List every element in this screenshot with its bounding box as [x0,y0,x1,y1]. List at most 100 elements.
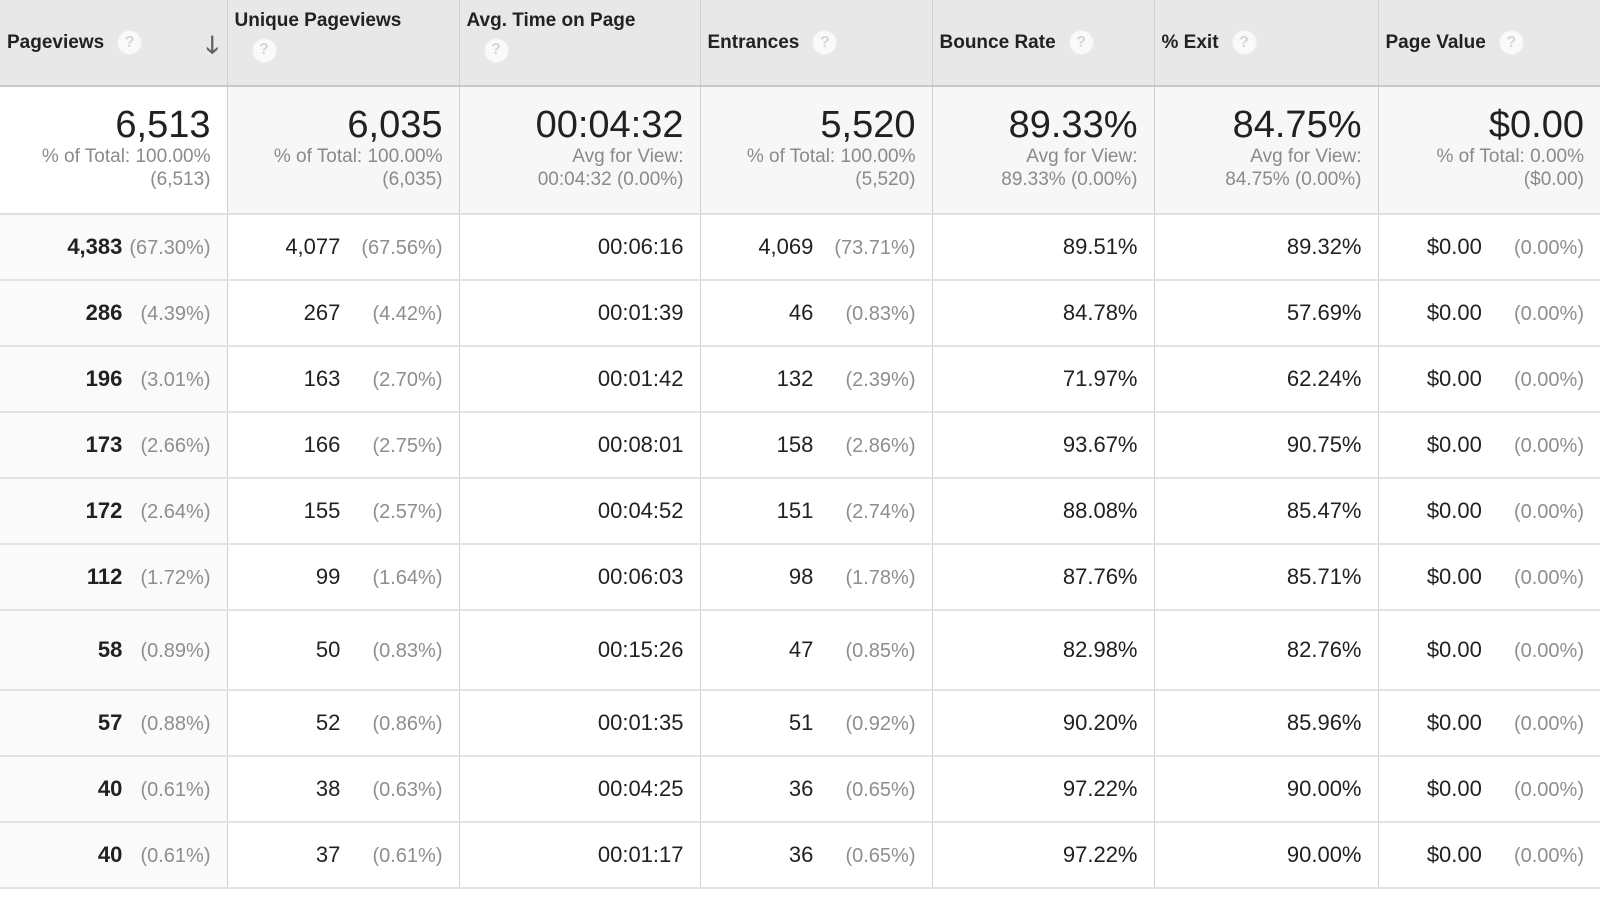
col-header-page-value[interactable]: Page Value? [1378,0,1600,87]
question-circle-icon[interactable]: ? [1232,31,1256,54]
cell-entrances: 98 (1.78%) [700,544,933,611]
page-value-percent: (0.00%) [1513,237,1584,259]
cell-entrances: 51 (0.92%) [700,690,933,757]
cell-entrances: 132 (2.39%) [700,346,933,413]
summary-cell: $0.00% of Total: 0.00% ($0.00) [1378,86,1600,215]
table-row[interactable]: 58 (0.89%) 50 (0.83%) 00:15:26 47 (0.85%… [0,610,1600,691]
cell-page-value: $0.00 (0.00%) [1378,214,1600,281]
cell-pageviews: 58 (0.89%) [0,610,228,691]
cell-unique-pageviews: 38 (0.63%) [227,756,460,823]
page-value-value: $0.00 [1426,842,1482,867]
cell-avg-time: 00:04:52 [459,478,701,545]
cell-avg-time: 00:08:01 [459,412,701,479]
question-circle-icon[interactable]: ? [813,31,837,54]
question-circle-icon[interactable]: ? [1069,31,1093,54]
exit-value: 57.69% [1286,300,1362,325]
table-row[interactable]: 40 (0.61%) 37 (0.61%) 00:01:17 36 (0.65%… [0,822,1600,889]
arrow-down-icon[interactable]: 🡓 [206,32,219,59]
cell-avg-time: 00:01:42 [459,346,701,413]
unique-pageviews-percent: (2.75%) [372,435,443,457]
table-row[interactable]: 57 (0.88%) 52 (0.86%) 00:01:35 51 (0.92%… [0,690,1600,757]
unique-pageviews-percent: (4.42%) [372,303,443,325]
summary-row: 6,513% of Total: 100.00% (6,513) 6,035% o… [0,86,1600,215]
unique-pageviews-value: 166 [303,432,341,457]
cell-unique-pageviews: 52 (0.86%) [227,690,460,757]
col-header-label[interactable]: % Exit [1161,31,1219,53]
cell-entrances: 158 (2.86%) [700,412,933,479]
table-row[interactable]: 112 (1.72%) 99 (1.64%) 00:06:03 98 (1.78… [0,544,1600,611]
summary-detail: % of Total: 100.00% [273,146,443,167]
cell-entrances: 36 (0.65%) [700,822,933,889]
table-row[interactable]: 40 (0.61%) 38 (0.63%) 00:04:25 36 (0.65%… [0,756,1600,823]
summary-detail: (5,520) [855,169,916,190]
bounce-rate-value: 90.20% [1062,710,1138,735]
cell-exit: 62.24% [1154,346,1379,413]
cell-pageviews: 40 (0.61%) [0,756,228,823]
cell-bounce-rate: 89.51% [932,214,1155,281]
entrances-percent: (0.83%) [845,303,916,325]
pageviews-percent: (4.39%) [140,303,211,325]
cell-pageviews: 40 (0.61%) [0,822,228,889]
col-header-exit[interactable]: % Exit? [1154,0,1379,87]
col-header-label[interactable]: Page Value [1385,31,1486,53]
cell-bounce-rate: 88.08% [932,478,1155,545]
cell-exit: 90.75% [1154,412,1379,479]
unique-pageviews-value: 267 [303,300,341,325]
page-value-value: $0.00 [1426,366,1482,391]
cell-page-value: $0.00 (0.00%) [1378,756,1600,823]
summary-cell: 6,035% of Total: 100.00% (6,035) [227,86,460,215]
question-circle-icon[interactable]: ? [1499,31,1523,54]
cell-page-value: $0.00 (0.00%) [1378,478,1600,545]
cell-bounce-rate: 97.22% [932,822,1155,889]
col-header-label[interactable]: Bounce Rate [939,31,1056,53]
col-header-bounce-rate[interactable]: Bounce Rate? [932,0,1155,87]
table-row[interactable]: 286 (4.39%) 267 (4.42%) 00:01:39 46 (0.8… [0,280,1600,347]
summary-detail: 00:04:32 (0.00%) [537,169,684,190]
cell-avg-time: 00:06:03 [459,544,701,611]
table-row[interactable]: 196 (3.01%) 163 (2.70%) 00:01:42 132 (2.… [0,346,1600,413]
bounce-rate-value: 88.08% [1062,498,1138,523]
exit-value: 90.75% [1286,432,1362,457]
summary-cell: 84.75% Avg for View: 84.75% (0.00%) [1154,86,1379,215]
cell-unique-pageviews: 155 (2.57%) [227,478,460,545]
page-value-percent: (0.00%) [1513,303,1584,325]
question-circle-icon[interactable]: ? [118,31,142,54]
unique-pageviews-value: 37 [315,842,341,867]
col-header-label[interactable]: Entrances [707,31,800,53]
pageviews-percent: (67.30%) [129,237,211,259]
table-row[interactable]: 173 (2.66%) 166 (2.75%) 00:08:01 158 (2.… [0,412,1600,479]
summary-detail: Avg for View: [1026,146,1138,167]
entrances-value: 132 [776,366,814,391]
page-value-percent: (0.00%) [1513,640,1584,662]
cell-exit: 57.69% [1154,280,1379,347]
col-header-pageviews[interactable]: Pageviews? 🡓 [0,0,228,87]
table-row[interactable]: 172 (2.64%) 155 (2.57%) 00:04:52 151 (2.… [0,478,1600,545]
bounce-rate-value: 82.98% [1062,637,1138,662]
page-value-percent: (0.00%) [1513,435,1584,457]
entrances-percent: (0.92%) [845,713,916,735]
exit-value: 90.00% [1286,776,1362,801]
table-row[interactable]: 4,383 (67.30%) 4,077 (67.56%) 00:06:16 4… [0,214,1600,281]
page-value-percent: (0.00%) [1513,369,1584,391]
pageviews-value: 40 [97,842,123,867]
pageviews-value: 173 [85,432,123,457]
unique-pageviews-percent: (0.61%) [372,845,443,867]
col-header-label[interactable]: Avg. Time on Page [466,10,636,31]
page-value-value: $0.00 [1426,776,1482,801]
entrances-percent: (0.65%) [845,845,916,867]
unique-pageviews-percent: (0.63%) [372,779,443,801]
cell-page-value: $0.00 (0.00%) [1378,412,1600,479]
cell-unique-pageviews: 267 (4.42%) [227,280,460,347]
question-circle-icon[interactable]: ? [484,38,508,62]
col-header-entrances[interactable]: Entrances? [700,0,933,87]
col-header-avg-time-on-page[interactable]: Avg. Time on Page? [459,0,701,87]
cell-avg-time: 00:15:26 [459,610,701,691]
col-header-label[interactable]: Pageviews [7,31,105,53]
pageviews-percent: (0.61%) [140,779,211,801]
col-header-unique-pageviews[interactable]: Unique Pageviews? [227,0,460,87]
avg-time-value: 00:04:52 [597,498,684,523]
col-header-label[interactable]: Unique Pageviews [234,10,402,31]
pageviews-percent: (1.72%) [140,567,211,589]
cell-page-value: $0.00 (0.00%) [1378,346,1600,413]
question-circle-icon[interactable]: ? [252,38,276,62]
